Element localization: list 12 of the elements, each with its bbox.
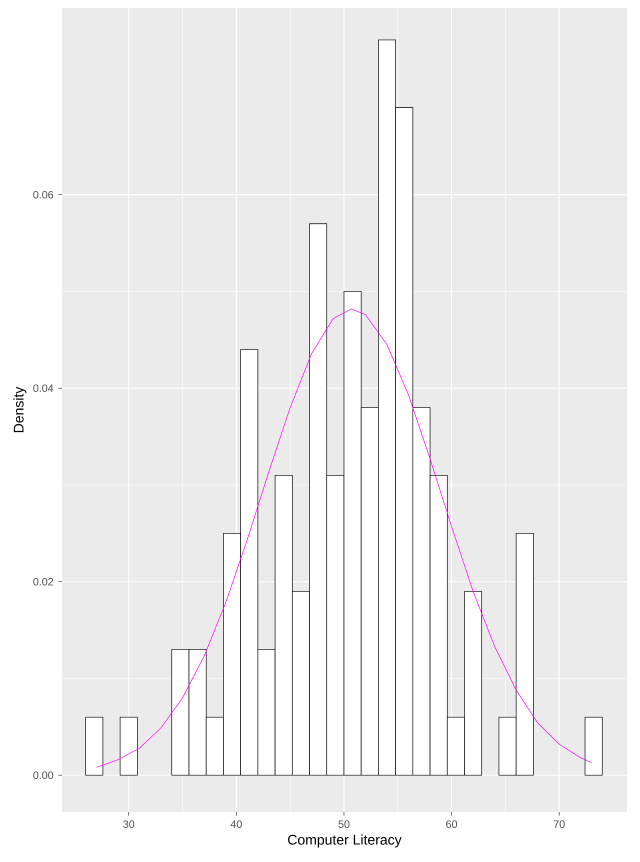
x-tick-label: 70 — [554, 820, 565, 828]
x-tick-label: 40 — [230, 820, 242, 828]
x-tick-label: 30 — [123, 820, 134, 828]
y-tick-label: 0.04 — [33, 384, 54, 392]
x-axis-title: Computer Literacy — [288, 834, 402, 848]
x-tick-label: 50 — [338, 820, 350, 828]
line-series — [96, 308, 592, 768]
y-axis-title: Density — [13, 386, 26, 432]
y-tick-label: 0.00 — [33, 771, 54, 780]
y-tick-label: 0.06 — [33, 190, 54, 198]
x-tick-label: 60 — [446, 820, 458, 828]
y-tick-label: 0.02 — [33, 578, 54, 586]
